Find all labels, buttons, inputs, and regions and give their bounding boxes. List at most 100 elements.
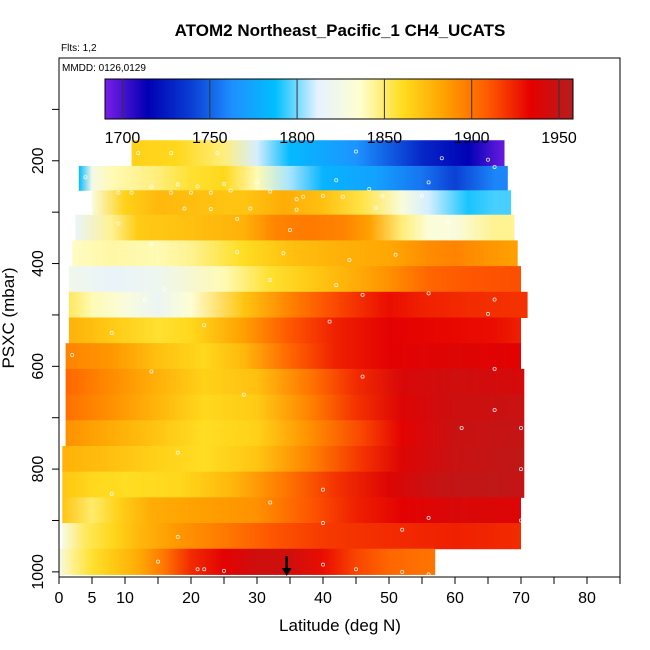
sample-point — [182, 206, 187, 211]
sample-point — [268, 189, 273, 194]
sample-point — [485, 311, 490, 316]
x-tick-label: 80 — [578, 590, 596, 607]
sample-point — [235, 250, 240, 255]
sample-point — [426, 180, 431, 185]
x-tick-label: 50 — [380, 590, 398, 607]
sample-point — [419, 193, 424, 198]
y-tick-label: 800 — [30, 456, 47, 483]
y-tick-label: 1000 — [30, 554, 47, 590]
sample-point — [334, 283, 339, 288]
sample-point — [208, 207, 213, 212]
sample-point — [320, 521, 325, 526]
x-tick-label: 20 — [182, 590, 200, 607]
heatmap-bands — [59, 140, 528, 575]
sample-point — [149, 369, 154, 374]
sample-point — [195, 567, 200, 572]
sample-point — [287, 228, 292, 233]
sample-point — [373, 206, 378, 211]
sample-point — [202, 323, 207, 328]
sample-point — [195, 184, 200, 189]
location-arrow — [281, 556, 292, 576]
pressure-band — [75, 214, 515, 241]
sample-point — [360, 374, 365, 379]
sample-point — [235, 216, 240, 221]
sample-point — [485, 157, 490, 162]
sample-point — [175, 450, 180, 455]
sample-point — [129, 190, 134, 195]
sample-point — [169, 151, 174, 156]
pressure-band — [59, 548, 436, 575]
sample-point — [492, 366, 497, 371]
colorbar-tick-label: 1800 — [279, 130, 315, 147]
sample-point — [254, 180, 259, 185]
pressure-band — [62, 497, 522, 524]
sample-point — [268, 500, 273, 505]
pressure-band — [65, 394, 525, 421]
sample-point — [116, 190, 121, 195]
sample-point — [149, 184, 154, 189]
sample-point — [221, 181, 226, 186]
sample-point — [380, 193, 385, 198]
sample-point — [400, 527, 405, 532]
colorbar-tick-label: 1950 — [541, 130, 577, 147]
sample-point — [70, 353, 75, 358]
x-axis: 0 5 10 20 30 40 50 60 70 80 — [55, 577, 621, 607]
sample-point — [175, 534, 180, 539]
x-tick-label: 60 — [446, 590, 464, 607]
sample-point — [142, 297, 147, 302]
sample-point — [116, 221, 121, 226]
sample-point — [221, 568, 226, 573]
sample-point — [400, 569, 405, 574]
sample-point — [202, 567, 207, 572]
sample-point — [426, 515, 431, 520]
sample-point — [519, 425, 524, 430]
sample-point — [426, 291, 431, 296]
sample-point — [334, 178, 339, 183]
sample-point — [320, 562, 325, 567]
sample-point — [492, 297, 497, 302]
arrow-head — [281, 568, 292, 576]
colorbar-tick-label: 1850 — [367, 130, 403, 147]
sample-point — [492, 164, 497, 169]
pressure-band — [65, 343, 521, 370]
pressure-band — [65, 420, 525, 447]
x-tick-label: 10 — [116, 590, 134, 607]
pressure-band — [68, 266, 522, 293]
pressure-band — [62, 471, 525, 498]
plot-frame — [58, 57, 621, 578]
dates-label: MMDD: 0126,0129 — [62, 63, 146, 74]
pressure-band — [78, 165, 508, 191]
sample-point — [208, 190, 213, 195]
flights-label: Flts: 1,2 — [61, 43, 97, 54]
pressure-band — [68, 291, 528, 318]
colorbar-tick-label: 1750 — [192, 130, 228, 147]
x-tick-label: 0 — [55, 590, 64, 607]
y-tick-label: 600 — [30, 353, 47, 380]
x-tick-label: 5 — [88, 590, 97, 607]
sample-point — [353, 149, 358, 154]
sample-point — [215, 151, 220, 156]
sample-point — [367, 187, 372, 192]
sample-point — [459, 425, 464, 430]
x-tick-label: 70 — [512, 590, 530, 607]
sample-point — [109, 330, 114, 335]
y-tick-label: 400 — [30, 250, 47, 277]
sample-point — [320, 487, 325, 492]
sample-point — [149, 242, 154, 247]
sample-point — [393, 252, 398, 257]
sample-point — [492, 407, 497, 412]
y-axis: 200 400 600 800 1000 — [30, 108, 59, 590]
sample-point — [188, 190, 193, 195]
sample-point — [426, 572, 431, 577]
x-axis-label: Latitude (deg N) — [279, 616, 401, 635]
sample-point — [136, 151, 141, 156]
sample-points — [70, 149, 524, 577]
sample-point — [446, 219, 451, 224]
pressure-band — [131, 140, 505, 167]
sample-point — [228, 188, 233, 193]
sample-point — [340, 194, 345, 199]
sample-point — [294, 207, 299, 212]
chart-title: ATOM2 Northeast_Pacific_1 CH4_UCATS — [175, 21, 506, 40]
colorbar-gradient — [104, 78, 574, 120]
